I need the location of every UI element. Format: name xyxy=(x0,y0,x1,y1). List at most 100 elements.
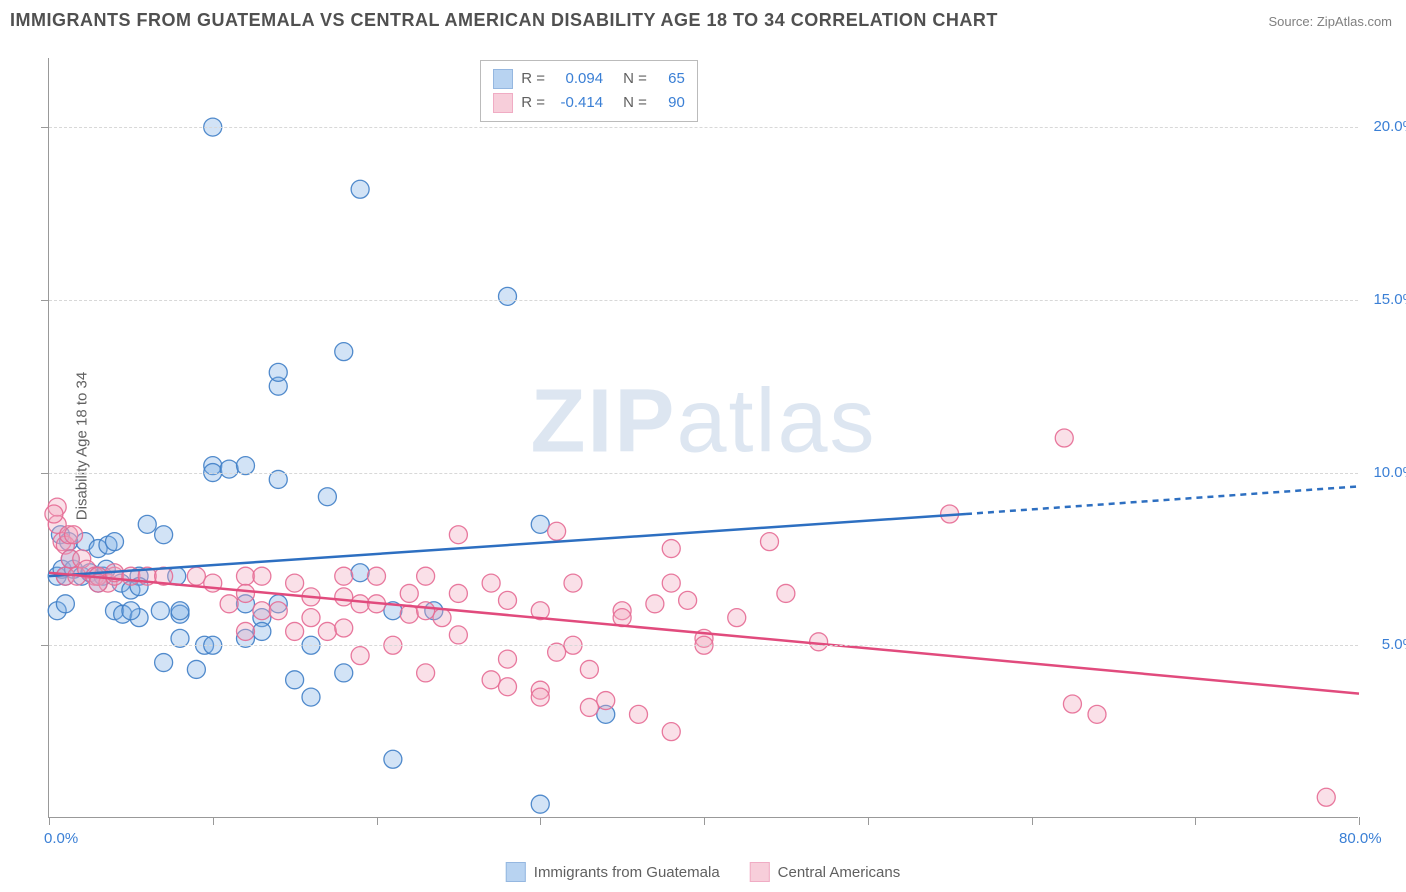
scatter-point xyxy=(580,698,598,716)
trend-line-dashed xyxy=(966,486,1359,514)
scatter-point xyxy=(531,515,549,533)
scatter-point xyxy=(761,533,779,551)
scatter-point xyxy=(302,609,320,627)
scatter-point xyxy=(564,574,582,592)
scatter-point xyxy=(335,567,353,585)
scatter-point xyxy=(482,574,500,592)
scatter-point xyxy=(662,540,680,558)
scatter-point xyxy=(286,574,304,592)
scatter-point xyxy=(597,692,615,710)
scatter-point xyxy=(171,602,189,620)
gridline xyxy=(49,473,1358,474)
scatter-point xyxy=(1055,429,1073,447)
scatter-point xyxy=(1063,695,1081,713)
scatter-point xyxy=(531,688,549,706)
scatter-point xyxy=(646,595,664,613)
trend-line xyxy=(49,514,966,576)
scatter-point xyxy=(351,595,369,613)
bottom-legend-item: Immigrants from Guatemala xyxy=(506,862,720,882)
scatter-point xyxy=(286,622,304,640)
scatter-point xyxy=(155,654,173,672)
x-tick-label: 0.0% xyxy=(44,830,78,847)
scatter-point xyxy=(1088,705,1106,723)
scatter-point xyxy=(679,591,697,609)
scatter-point xyxy=(630,705,648,723)
scatter-point xyxy=(335,588,353,606)
y-tick-mark xyxy=(41,127,49,128)
x-tick-mark xyxy=(704,817,705,825)
legend-N-value: 90 xyxy=(655,91,685,115)
legend-R-value: 0.094 xyxy=(553,67,603,91)
bottom-legend-item: Central Americans xyxy=(750,862,901,882)
y-tick-mark xyxy=(41,300,49,301)
legend-swatch xyxy=(750,862,770,882)
scatter-point xyxy=(449,526,467,544)
scatter-point xyxy=(417,664,435,682)
scatter-point xyxy=(155,526,173,544)
scatter-point xyxy=(269,602,287,620)
scatter-point xyxy=(548,522,566,540)
x-tick-mark xyxy=(1195,817,1196,825)
scatter-point xyxy=(531,795,549,813)
y-tick-label: 15.0% xyxy=(1373,291,1406,308)
scatter-point xyxy=(499,591,517,609)
scatter-point xyxy=(237,567,255,585)
scatter-point xyxy=(45,505,63,523)
scatter-point xyxy=(106,533,124,551)
legend-N-label: N = xyxy=(623,91,647,115)
chart-container: IMMIGRANTS FROM GUATEMALA VS CENTRAL AME… xyxy=(0,0,1406,892)
scatter-point xyxy=(400,605,418,623)
scatter-point xyxy=(253,622,271,640)
x-tick-mark xyxy=(377,817,378,825)
scatter-point xyxy=(138,515,156,533)
plot-area: ZIPatlas 5.0%10.0%15.0%20.0%0.0%80.0% xyxy=(48,58,1358,818)
scatter-point xyxy=(499,678,517,696)
scatter-point xyxy=(56,595,74,613)
scatter-point xyxy=(335,343,353,361)
scatter-point xyxy=(253,567,271,585)
scatter-point xyxy=(187,567,205,585)
x-tick-mark xyxy=(213,817,214,825)
x-tick-mark xyxy=(1032,817,1033,825)
scatter-point xyxy=(351,180,369,198)
scatter-point xyxy=(384,750,402,768)
plot-svg xyxy=(49,58,1358,817)
scatter-point xyxy=(433,609,451,627)
scatter-point xyxy=(220,595,238,613)
scatter-point xyxy=(368,567,386,585)
legend-R-label: R = xyxy=(521,67,545,91)
gridline xyxy=(49,127,1358,128)
scatter-point xyxy=(237,622,255,640)
scatter-point xyxy=(449,626,467,644)
legend-N-value: 65 xyxy=(655,67,685,91)
scatter-point xyxy=(728,609,746,627)
x-tick-mark xyxy=(540,817,541,825)
scatter-point xyxy=(777,584,795,602)
y-tick-label: 5.0% xyxy=(1382,636,1406,653)
scatter-point xyxy=(499,650,517,668)
scatter-point xyxy=(662,723,680,741)
scatter-point xyxy=(351,564,369,582)
scatter-point xyxy=(187,660,205,678)
scatter-point xyxy=(335,619,353,637)
scatter-point xyxy=(286,671,304,689)
x-tick-mark xyxy=(868,817,869,825)
scatter-point xyxy=(1317,788,1335,806)
scatter-point xyxy=(335,664,353,682)
source-label: Source: ZipAtlas.com xyxy=(1268,14,1392,29)
scatter-point xyxy=(318,488,336,506)
scatter-point xyxy=(449,584,467,602)
scatter-point xyxy=(269,363,287,381)
x-tick-mark xyxy=(49,817,50,825)
legend-swatch xyxy=(493,93,513,113)
bottom-legend-label: Central Americans xyxy=(778,864,901,881)
scatter-point xyxy=(253,602,271,620)
scatter-point xyxy=(220,460,238,478)
scatter-point xyxy=(417,567,435,585)
y-tick-label: 20.0% xyxy=(1373,118,1406,135)
x-tick-label: 80.0% xyxy=(1339,830,1382,847)
chart-title: IMMIGRANTS FROM GUATEMALA VS CENTRAL AME… xyxy=(10,10,998,31)
legend-row: R =0.094N =65 xyxy=(493,67,685,91)
gridline xyxy=(49,645,1358,646)
y-tick-mark xyxy=(41,473,49,474)
